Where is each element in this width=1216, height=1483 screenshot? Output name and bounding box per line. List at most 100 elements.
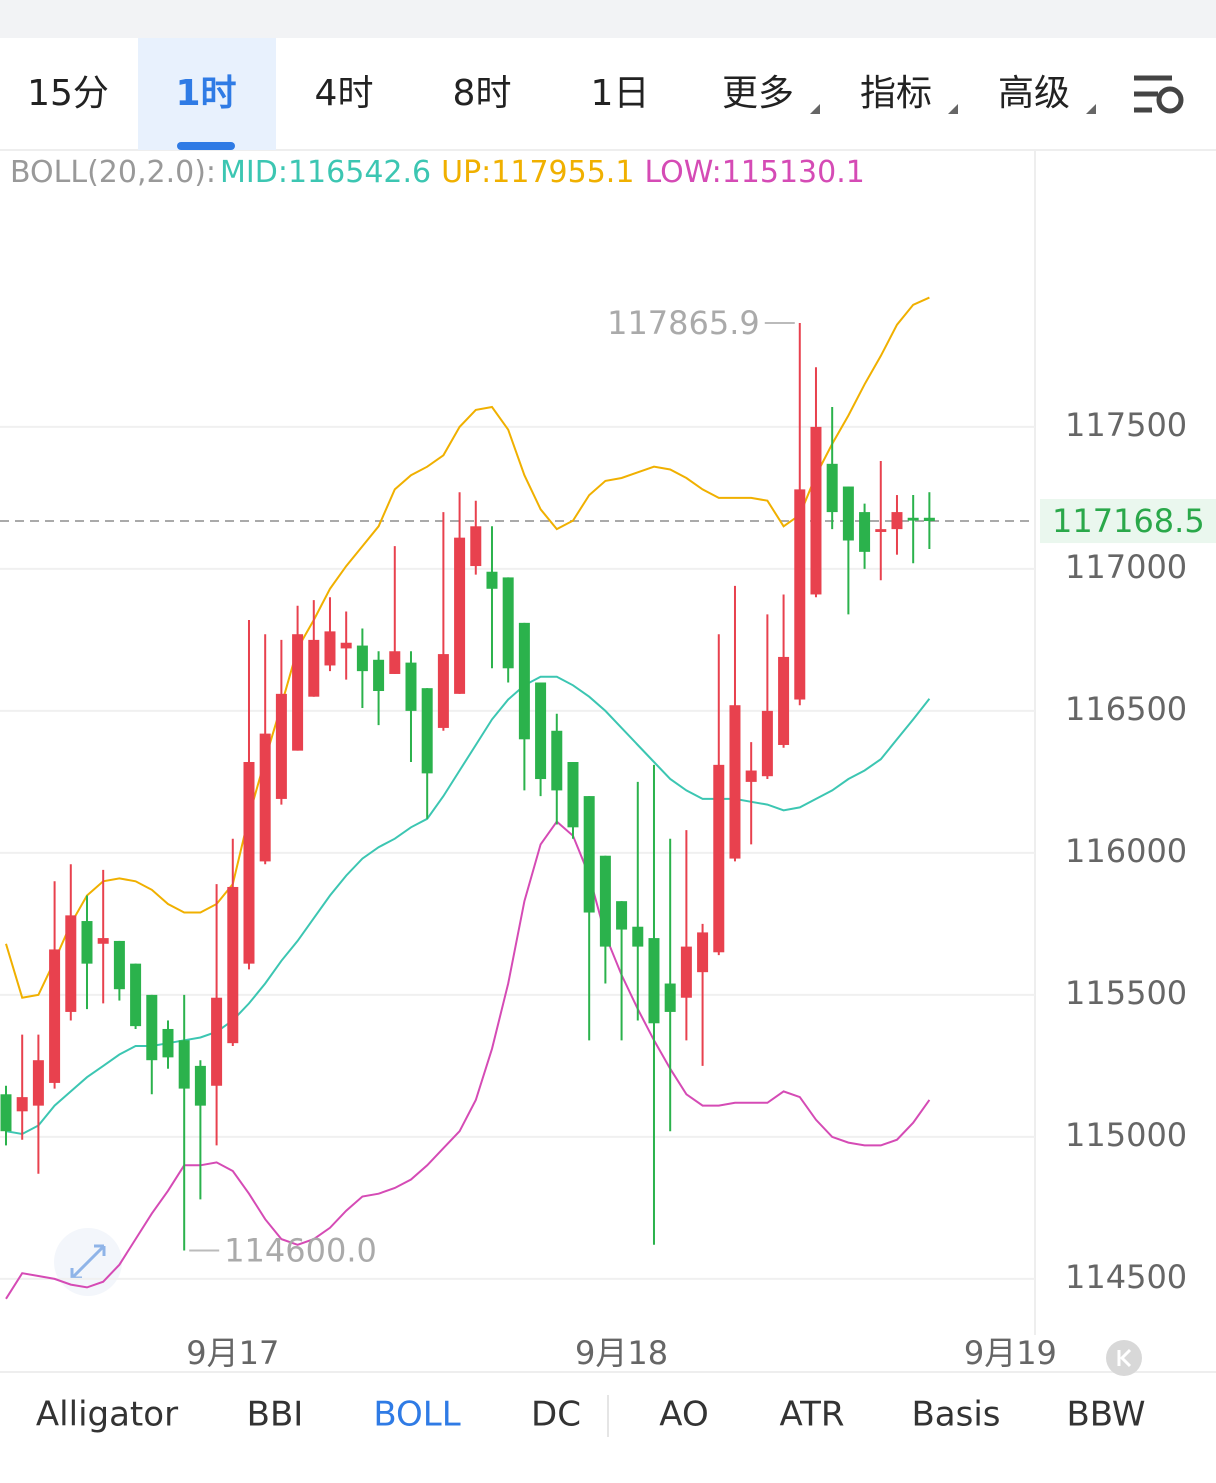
candle-body <box>664 983 676 1012</box>
y-tick-label: 116500 <box>1065 690 1187 728</box>
band-line <box>5 820 931 1300</box>
candle-body <box>259 733 271 862</box>
candle-body <box>648 938 660 1024</box>
tab[interactable]: 4时 <box>315 73 374 114</box>
candle-body <box>697 932 709 973</box>
candle-body <box>875 529 887 532</box>
indicator-tab[interactable]: BBW <box>1066 1395 1145 1435</box>
y-tick-label: 117500 <box>1065 406 1187 444</box>
candle-body <box>421 688 433 774</box>
candle-body <box>826 463 838 513</box>
candle-body <box>162 1028 174 1058</box>
candle-body <box>243 762 255 964</box>
indicator-legend: BOLL(20,2.0): MID:116542.6 UP:117955.1 LOW:… <box>10 155 865 190</box>
tab[interactable]: 8时 <box>453 73 512 114</box>
expand-icon[interactable] <box>54 1228 122 1296</box>
indicator-tab[interactable]: BOLL <box>373 1395 460 1435</box>
y-tick-label: 116000 <box>1065 832 1187 870</box>
y-tick-label: 115000 <box>1065 1116 1187 1154</box>
candle-body <box>211 997 223 1086</box>
candle-body <box>146 994 158 1061</box>
candle-body <box>292 634 304 751</box>
active-tab-indicator <box>177 142 235 150</box>
settings-icon[interactable] <box>1134 75 1184 114</box>
candle-body <box>583 796 595 913</box>
indicator-tab[interactable]: BBI <box>247 1395 304 1435</box>
candle-body <box>810 426 822 595</box>
indicator-label: BOLL(20,2.0): <box>10 155 216 190</box>
dropdown-caret <box>810 104 820 114</box>
last-price-label: 117168.5 <box>1052 502 1205 540</box>
indicator-tab[interactable]: Alligator <box>36 1395 178 1435</box>
candle-body <box>324 631 336 666</box>
candle-body <box>32 1060 44 1106</box>
candle-body <box>194 1065 206 1106</box>
legend-entry: LOW:115130.1 <box>644 155 864 190</box>
candle-body <box>65 915 77 1012</box>
candle-body <box>907 517 919 521</box>
candle-body <box>275 693 287 799</box>
tab[interactable]: 15分 <box>27 73 109 114</box>
candle-body <box>470 526 482 567</box>
candle-body <box>308 639 320 697</box>
candle-body <box>178 1040 190 1089</box>
candle-body <box>599 855 611 947</box>
candle-body <box>405 662 417 711</box>
indicator-tab[interactable]: DC <box>531 1395 581 1435</box>
candle-body <box>842 486 854 541</box>
dropdown-caret <box>1086 104 1096 114</box>
candle-body <box>113 940 125 990</box>
candle-body <box>373 659 385 692</box>
indicator-tab[interactable]: AO <box>659 1395 708 1435</box>
legend-entry: UP:117955.1 <box>441 155 634 190</box>
candle-body <box>923 517 935 522</box>
annotation-label: 114600.0 <box>224 1231 377 1269</box>
x-tick-label: 9月19 <box>964 1334 1057 1372</box>
annotation-label: 117865.9 <box>607 304 760 342</box>
x-tick-label: 9月17 <box>186 1334 279 1372</box>
tab[interactable]: 1日 <box>591 73 650 114</box>
candle-body <box>49 949 61 1083</box>
active-tab-bg <box>138 38 276 150</box>
candle-body <box>713 764 725 953</box>
candle-body <box>389 651 401 674</box>
candle-body <box>130 963 142 1027</box>
y-tick-label: 117000 <box>1065 548 1187 586</box>
indicator-tab[interactable]: Basis <box>911 1395 1000 1435</box>
legend-entry: MID:116542.6 <box>220 155 431 190</box>
candle-body <box>729 705 741 859</box>
candle-body <box>680 946 692 998</box>
status-strip <box>0 0 1216 38</box>
candle-body <box>502 577 514 669</box>
candle-body <box>535 682 547 780</box>
x-tick-label: 9月18 <box>575 1334 668 1372</box>
tab[interactable]: 1时 <box>175 73 236 114</box>
y-tick-label: 115500 <box>1065 974 1187 1012</box>
candle-body <box>778 656 790 745</box>
candle-body <box>518 622 530 740</box>
candle-body <box>437 654 449 728</box>
candle-body <box>454 537 466 694</box>
tab[interactable]: 指标 <box>860 73 932 114</box>
candle-body <box>794 489 806 700</box>
candle-body <box>486 571 498 589</box>
candle-body <box>227 886 239 1044</box>
candle-body <box>97 938 109 944</box>
indicator-tab[interactable]: ATR <box>779 1395 844 1435</box>
candle-body <box>632 926 644 947</box>
candle-body <box>340 642 352 649</box>
tab[interactable]: 高级 <box>998 73 1070 114</box>
band-line <box>5 675 931 1136</box>
band-line <box>5 296 930 999</box>
dropdown-caret <box>948 104 958 114</box>
candle-body <box>745 770 757 782</box>
tab[interactable]: 更多 <box>722 73 794 114</box>
candle-body <box>81 921 93 964</box>
scroll-latest-button[interactable] <box>1106 1340 1142 1376</box>
candle-body <box>891 512 903 530</box>
candle-body <box>761 710 773 777</box>
candle-body <box>859 512 871 552</box>
candle-body <box>551 730 563 791</box>
candle-body <box>0 1094 12 1132</box>
candle-body <box>356 645 368 672</box>
